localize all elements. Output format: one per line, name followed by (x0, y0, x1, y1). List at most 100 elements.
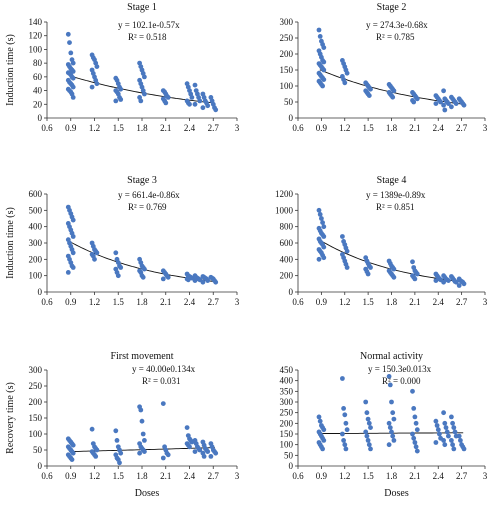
x-tick-label: 1.5 (363, 471, 375, 481)
data-point (366, 93, 372, 98)
data-point (114, 438, 120, 443)
x-tick-label: 2.4 (433, 471, 445, 481)
data-point (184, 425, 190, 430)
r-squared: R² = 0.518 (128, 32, 167, 42)
data-point (165, 452, 171, 458)
data-point (446, 433, 451, 439)
x-axis-label: Doses (384, 488, 409, 499)
data-point (320, 83, 325, 89)
x-tick-label: 0.9 (65, 297, 77, 307)
data-point (446, 278, 451, 283)
data-point (449, 438, 454, 443)
data-point (192, 449, 198, 454)
data-point (389, 429, 394, 435)
x-tick-label: 1.8 (136, 297, 148, 307)
data-point (142, 449, 147, 454)
data-point (449, 104, 454, 110)
x-tick-label: 0.9 (65, 471, 77, 481)
x-tick-label: 0.6 (292, 123, 304, 133)
y-axis-label: Induction time (s) (5, 34, 16, 106)
data-point (316, 256, 322, 262)
data-point (187, 444, 192, 450)
x-tick-label: 1.8 (136, 123, 148, 133)
data-point (410, 388, 415, 394)
x-tick-label: 2.1 (409, 123, 420, 133)
data-point (390, 433, 396, 439)
r-squared: R² = 0.785 (376, 32, 415, 42)
data-point (213, 107, 219, 113)
data-point (117, 460, 122, 466)
data-point (317, 418, 323, 424)
chart-panel: Stage 2 0 50 100 150 200 250 300 0.6 0.9 1.2 1.5 1.8… (280, 2, 488, 133)
y-tick-label: 500 (29, 205, 43, 215)
data-point (434, 423, 440, 428)
y-tick-label: 200 (280, 271, 294, 281)
data-point (70, 265, 76, 270)
x-tick-label: 1.5 (363, 123, 375, 133)
data-point (92, 256, 97, 262)
y-tick-label: 100 (280, 440, 294, 450)
x-tick-label: 3 (235, 123, 240, 133)
data-point (197, 447, 203, 453)
data-point (437, 431, 442, 437)
data-point (412, 440, 418, 445)
data-point (94, 250, 100, 256)
y-tick-label: 100 (29, 271, 43, 281)
data-point (410, 259, 415, 265)
y-tick-label: 0 (289, 113, 294, 123)
x-tick-label: 2.1 (409, 471, 420, 481)
data-point (320, 446, 325, 452)
y-tick-label: 140 (29, 17, 43, 27)
data-point (319, 216, 324, 221)
data-point (442, 107, 448, 113)
data-point (461, 102, 467, 108)
data-point (118, 265, 124, 270)
x-tick-label: 2.1 (160, 297, 171, 307)
data-point (321, 224, 327, 230)
data-point (344, 248, 350, 254)
data-point (342, 80, 348, 86)
data-point (205, 278, 211, 283)
data-point (366, 442, 372, 448)
fit-equation: y = 150.3e0.013x (368, 364, 432, 374)
chart-panel: Stage 1 0 20 40 60 80 100 120 140 0.6 0.9 1.2 1.5 1.8… (5, 2, 240, 133)
x-tick-label: 1.8 (386, 123, 398, 133)
data-point (340, 234, 345, 239)
data-point (343, 420, 349, 426)
y-tick-label: 250 (280, 33, 294, 43)
x-axis-label: Doses (135, 488, 160, 499)
y-tick-label: 1000 (275, 205, 294, 215)
data-point (386, 442, 392, 448)
data-point (163, 100, 169, 106)
trend-line (69, 75, 215, 104)
x-tick-label: 2.1 (160, 123, 171, 133)
x-tick-label: 1.2 (339, 297, 350, 307)
y-tick-label: 400 (29, 222, 43, 232)
x-tick-label: 1.2 (89, 297, 100, 307)
data-point (344, 70, 350, 76)
data-point (365, 271, 371, 277)
data-point (414, 271, 420, 277)
x-tick-label: 2.4 (184, 123, 196, 133)
data-point (317, 34, 323, 39)
y-tick-label: 200 (280, 418, 294, 428)
data-point (192, 278, 198, 283)
y-tick-label: 100 (280, 81, 294, 91)
chart-title: Stage 4 (377, 175, 407, 186)
data-point (321, 427, 327, 433)
y-tick-label: 50 (284, 450, 294, 460)
fit-equation: y = 102.1e-0.57x (118, 20, 180, 30)
y-tick-label: 400 (280, 376, 294, 386)
chart-title: Normal activity (360, 351, 423, 362)
data-point (69, 457, 75, 462)
x-tick-label: 1.2 (89, 123, 100, 133)
y-tick-label: 0 (38, 287, 43, 297)
data-point (70, 250, 76, 256)
x-tick-label: 1.2 (339, 123, 350, 133)
data-point (70, 69, 76, 74)
data-point (363, 399, 369, 405)
data-point (160, 276, 166, 282)
data-point (412, 276, 418, 282)
data-point (344, 265, 350, 270)
data-point (450, 420, 455, 426)
